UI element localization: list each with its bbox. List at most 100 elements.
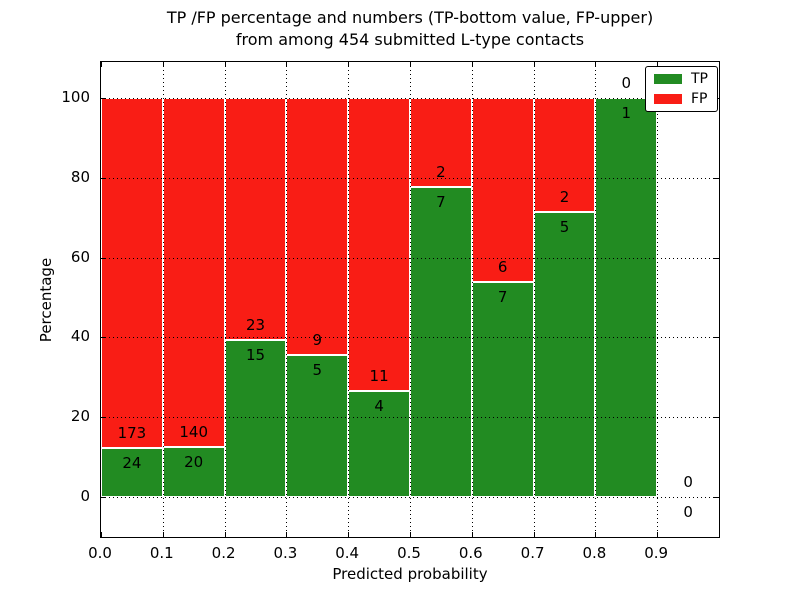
x-tick-mark [162, 532, 164, 537]
y-tick-mark [714, 337, 719, 339]
vertical-grid-line [595, 62, 597, 537]
tp-count-label: 0 [683, 503, 693, 522]
tp-count-label: 15 [245, 345, 266, 364]
x-tick-label: 0.3 [273, 544, 298, 562]
tp-bar-segment [595, 97, 658, 498]
x-tick-mark [533, 62, 535, 67]
y-tick-mark [101, 257, 106, 259]
fp-count-label: 140 [179, 423, 209, 442]
fp-count-label: 6 [497, 258, 508, 277]
vertical-grid-line [471, 62, 473, 537]
x-tick-mark [410, 62, 411, 67]
fp-bar-segment [162, 97, 225, 448]
legend: TP FP [645, 66, 718, 112]
x-tick-mark [410, 532, 411, 537]
vertical-grid-line [348, 62, 350, 537]
x-tick-label: 0.1 [149, 544, 174, 562]
fp-count-label: 2 [559, 187, 570, 206]
x-tick-label: 0.0 [88, 544, 112, 562]
fp-count-label: 11 [369, 366, 389, 385]
fp-bar-segment [348, 97, 410, 391]
x-axis-label: Predicted probability [332, 565, 488, 583]
tp-count-label: 1 [621, 103, 632, 122]
tp-legend-label: TP [691, 71, 708, 87]
y-tick-mark [714, 497, 719, 499]
x-tick-mark [224, 532, 226, 537]
tp-legend-swatch-icon [654, 74, 682, 84]
y-tick-mark [714, 177, 719, 179]
x-tick-mark [533, 532, 535, 537]
x-tick-mark [348, 532, 350, 537]
fp-count-label: 9 [312, 330, 323, 349]
legend-entry-tp: TP [654, 71, 708, 87]
x-tick-mark [471, 532, 473, 537]
x-tick-mark [657, 62, 659, 67]
tp-bar-segment [533, 211, 596, 498]
y-tick-mark [101, 497, 106, 499]
y-tick-label: 80 [70, 167, 90, 186]
tp-count-label: 4 [374, 396, 384, 415]
x-tick-mark [348, 62, 350, 67]
vertical-grid-line [162, 62, 164, 537]
y-tick-mark [714, 257, 719, 259]
tp-bar-segment [162, 447, 225, 498]
fp-legend-label: FP [691, 91, 708, 107]
fp-bar-segment [286, 97, 349, 355]
y-tick-label: 20 [70, 407, 90, 426]
vertical-grid-line [657, 62, 659, 537]
chart-title: TP /FP percentage and numbers (TP-bottom… [100, 7, 720, 51]
x-tick-mark [162, 62, 164, 67]
fp-bar-segment [101, 97, 163, 449]
x-tick-label: 0.4 [335, 544, 360, 562]
x-tick-label: 0.5 [397, 544, 421, 562]
x-tick-mark [595, 532, 597, 537]
fp-count-label: 173 [117, 424, 147, 443]
x-tick-mark [101, 62, 102, 67]
tp-count-label: 7 [497, 288, 508, 307]
tp-count-label: 5 [312, 360, 323, 379]
plot-area: 173 24 140 20 23 15 9 5 11 4 2 7 6 7 2 5 0 1 0 0 [100, 61, 720, 538]
fp-bar-segment [471, 97, 534, 283]
tp-count-label: 24 [122, 454, 142, 473]
x-tick-mark [471, 62, 473, 67]
chart-title-line2: from among 454 submitted L-type contacts [235, 30, 585, 49]
fp-bar-segment [224, 97, 287, 340]
fp-count-label: 0 [683, 473, 693, 492]
y-tick-label: 40 [70, 327, 90, 346]
vertical-grid-line [410, 62, 411, 537]
y-tick-label: 100 [61, 87, 90, 106]
tp-count-label: 5 [559, 217, 570, 236]
fp-legend-swatch-icon [654, 94, 682, 104]
y-tick-label: 60 [70, 247, 90, 266]
y-tick-mark [101, 177, 106, 179]
x-tick-mark [286, 532, 288, 537]
vertical-grid-line [286, 62, 288, 537]
vertical-grid-line [224, 62, 226, 537]
vertical-grid-line [533, 62, 535, 537]
x-tick-label: 0.8 [582, 544, 607, 562]
y-tick-mark [101, 337, 106, 339]
x-tick-mark [286, 62, 288, 67]
x-tick-mark [224, 62, 226, 67]
y-tick-mark [101, 417, 106, 419]
x-tick-mark [657, 532, 659, 537]
tp-bar-segment [101, 448, 163, 498]
fp-count-label: 23 [245, 315, 266, 334]
x-tick-label: 0.7 [520, 544, 545, 562]
legend-entry-fp: FP [654, 91, 708, 107]
tp-count-label: 20 [184, 453, 204, 472]
x-tick-mark [101, 532, 102, 537]
y-tick-mark [101, 97, 106, 99]
tp-count-label: 7 [436, 192, 446, 211]
y-tick-mark [714, 417, 719, 419]
x-tick-label: 0.9 [644, 544, 669, 562]
fp-count-label: 0 [621, 73, 632, 92]
x-tick-label: 0.2 [211, 544, 236, 562]
tp-bar-segment [471, 282, 534, 498]
tp-bar-segment [410, 186, 472, 498]
tp-bar-segment [286, 354, 349, 498]
fp-count-label: 2 [436, 162, 446, 181]
x-tick-mark [595, 62, 597, 67]
chart-title-line1: TP /FP percentage and numbers (TP-bottom… [166, 8, 654, 27]
